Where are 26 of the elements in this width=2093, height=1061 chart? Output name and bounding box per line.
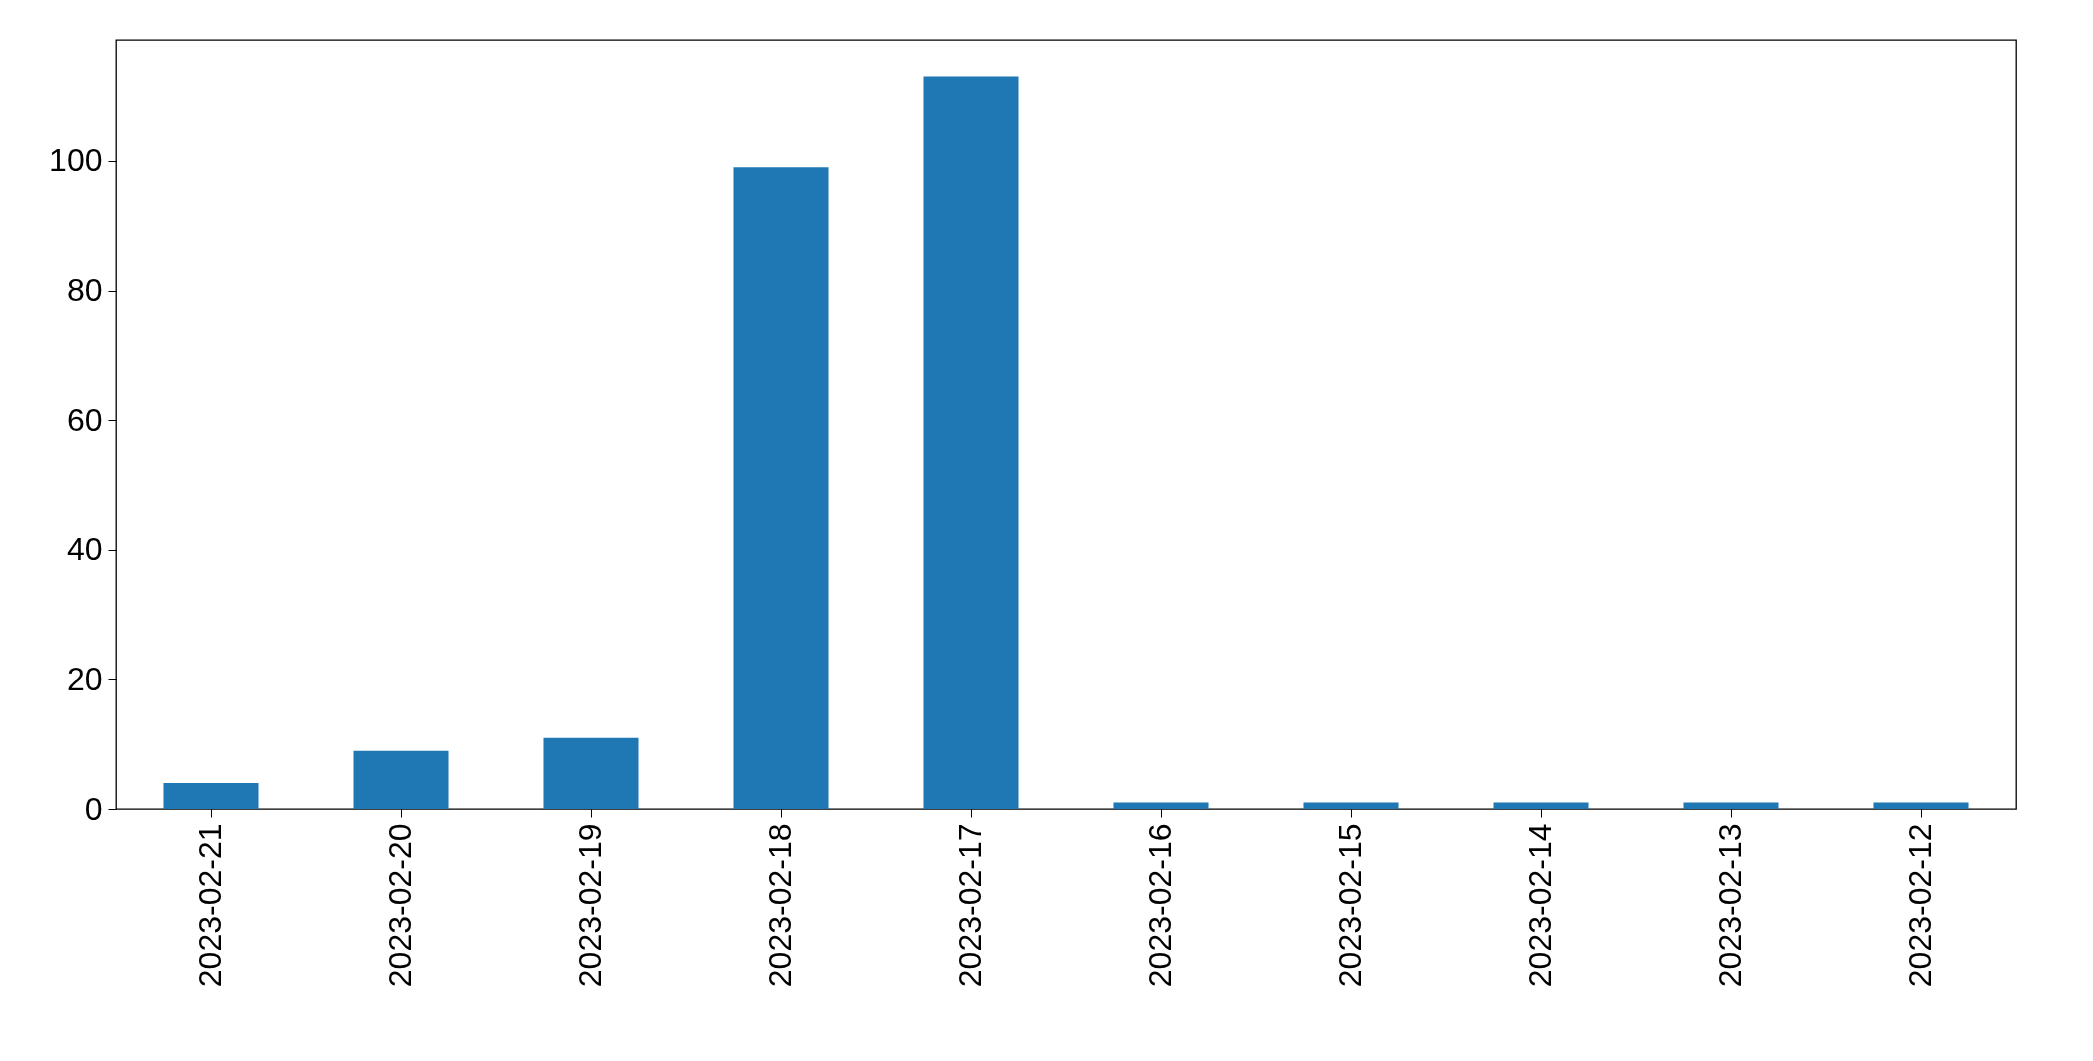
x-tick-label: 2023-02-15 (1332, 823, 1368, 988)
x-tick-label: 2023-02-18 (762, 823, 798, 988)
x-tick-label: 2023-02-13 (1712, 823, 1748, 988)
x-tick-label: 2023-02-21 (192, 823, 228, 988)
y-tick-label: 80 (66, 272, 103, 308)
x-tick-label: 2023-02-16 (1142, 823, 1178, 988)
bar (1113, 802, 1209, 809)
bar (543, 737, 639, 809)
y-tick-label: 100 (49, 142, 103, 179)
x-tick-label: 2023-02-12 (1902, 823, 1938, 988)
bar (923, 76, 1019, 809)
bar (163, 783, 259, 809)
bar (1683, 802, 1779, 809)
y-tick-label: 40 (66, 531, 103, 568)
bar (1303, 802, 1399, 809)
x-tick-label: 2023-02-19 (572, 823, 608, 988)
y-tick-label: 60 (66, 401, 103, 438)
x-tick-label: 2023-02-20 (382, 823, 418, 988)
x-tick-label: 2023-02-14 (1522, 823, 1558, 988)
y-tick-label: 20 (66, 660, 103, 697)
bar (733, 167, 829, 809)
y-tick-label: 0 (84, 790, 103, 827)
bar (1873, 802, 1969, 809)
x-tick-label: 2023-02-17 (952, 823, 988, 988)
bar (1493, 802, 1589, 809)
bar (353, 750, 449, 809)
